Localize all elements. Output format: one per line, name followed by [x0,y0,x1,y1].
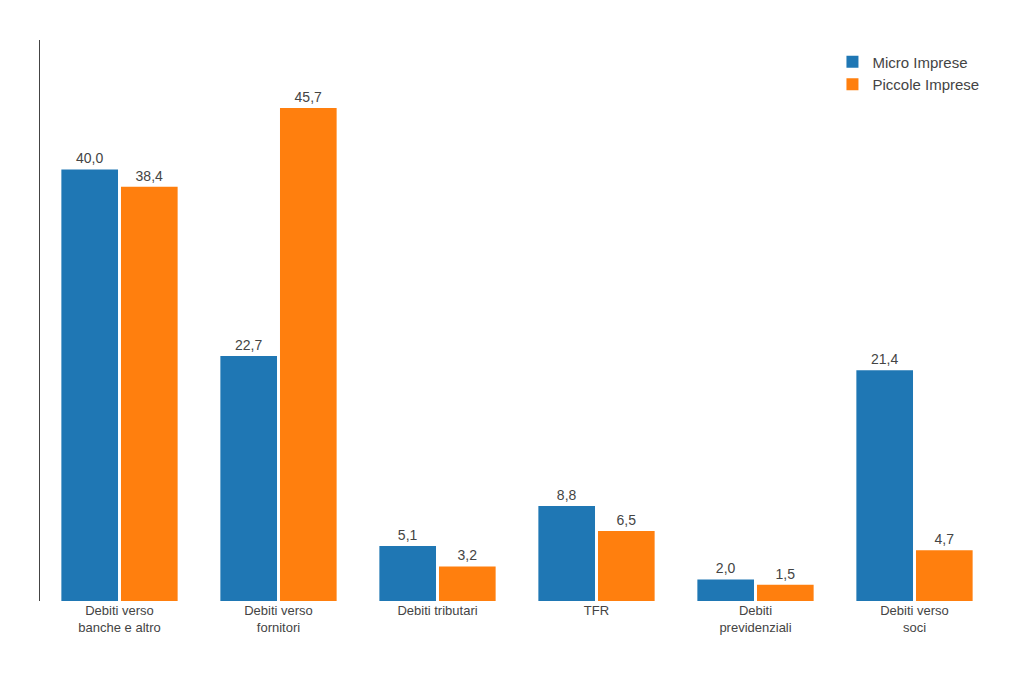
svg-text:Debiti versofornitori: Debiti versofornitori [244,603,313,635]
svg-text:4,7: 4,7 [934,531,954,547]
svg-text:8,8: 8,8 [557,487,577,503]
svg-text:Debiti versosoci: Debiti versosoci [880,603,949,635]
svg-text:Piccole Imprese: Piccole Imprese [872,76,979,93]
svg-text:22,7: 22,7 [235,337,262,353]
svg-text:Micro Imprese: Micro Imprese [872,54,967,71]
svg-text:45,7: 45,7 [295,89,322,105]
svg-text:21,4: 21,4 [871,351,898,367]
svg-text:38,4: 38,4 [136,168,163,184]
svg-text:Debitiprevidenziali: Debitiprevidenziali [719,603,791,635]
svg-text:1,5: 1,5 [775,566,795,582]
svg-text:Debiti versobanche e altro: Debiti versobanche e altro [78,603,160,635]
svg-text:5,1: 5,1 [398,527,418,543]
svg-text:6,5: 6,5 [616,512,636,528]
svg-text:40,0: 40,0 [76,150,103,166]
svg-text:3,2: 3,2 [457,547,477,563]
svg-text:TFR: TFR [584,603,609,618]
svg-text:Debiti tributari: Debiti tributari [397,603,477,618]
svg-text:2,0: 2,0 [716,560,736,576]
